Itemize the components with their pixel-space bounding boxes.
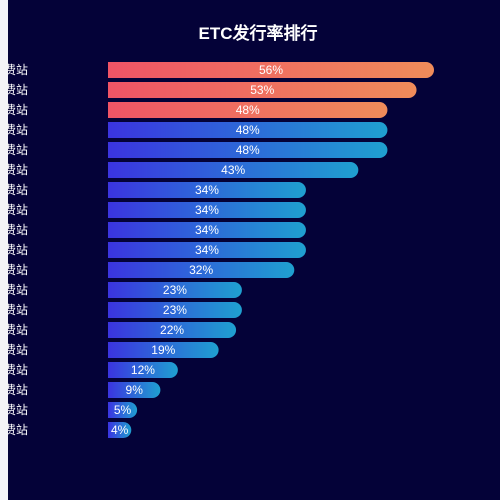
value-label: 48% xyxy=(236,143,260,157)
value-label: 19% xyxy=(151,343,175,357)
bar xyxy=(108,282,242,298)
category-label: 费站 xyxy=(8,143,28,157)
bar xyxy=(108,102,388,118)
value-label: 5% xyxy=(114,403,132,417)
bar xyxy=(108,342,219,358)
category-label: 费站收费站 xyxy=(8,283,28,297)
bars-layer: 费站 56% 费站 53% 费站 48% 费站 48% 费站 48% 费站 43% 费站 34% 费站 34%… xyxy=(8,62,434,438)
category-label: 费站 xyxy=(8,243,28,257)
chart-panel: ETC发行率排行 费站 56% 费站 53% 费站 48% 费站 48% 费站 48% 费站 43% 费… xyxy=(8,0,500,500)
value-label: 34% xyxy=(195,203,219,217)
value-label: 48% xyxy=(236,103,260,117)
bar xyxy=(108,122,388,138)
category-label: 费站收费站 xyxy=(8,323,28,337)
value-label: 34% xyxy=(195,183,219,197)
chart-title: ETC发行率排行 xyxy=(199,23,318,43)
category-label: 费站 xyxy=(8,363,28,377)
value-label: 23% xyxy=(163,303,187,317)
category-label: 费站 xyxy=(8,123,28,137)
bar xyxy=(108,142,388,158)
bar xyxy=(108,162,359,178)
value-label: 22% xyxy=(160,323,184,337)
category-label: 费站 xyxy=(8,83,28,97)
category-label: 费站 xyxy=(8,63,28,77)
value-label: 4% xyxy=(111,423,129,437)
bar-chart: ETC发行率排行 费站 56%费站 53%费站 48%费站 48%费站 48%费站 43%费… xyxy=(8,23,434,438)
value-label: 32% xyxy=(189,263,213,277)
bar xyxy=(108,322,237,338)
bar xyxy=(108,402,138,418)
value-label: 53% xyxy=(250,83,274,97)
category-label: 费站 xyxy=(8,383,28,397)
bar xyxy=(108,222,306,238)
value-label: 12% xyxy=(131,363,155,377)
category-label: 费站 xyxy=(8,403,28,417)
value-label: 34% xyxy=(195,243,219,257)
value-label: 34% xyxy=(195,223,219,237)
bar xyxy=(108,422,132,438)
bar xyxy=(108,362,178,378)
value-label: 48% xyxy=(236,123,260,137)
value-label: 9% xyxy=(126,383,144,397)
bar xyxy=(108,62,434,78)
bar xyxy=(108,302,242,318)
value-label: 43% xyxy=(221,163,245,177)
category-label: 费站 xyxy=(8,343,28,357)
category-label: 费站 xyxy=(8,303,28,317)
category-label: 费站 xyxy=(8,183,28,197)
bar xyxy=(108,262,295,278)
category-label: 费站 xyxy=(8,163,28,177)
bar xyxy=(108,202,306,218)
category-label: 费站 xyxy=(8,263,28,277)
bar xyxy=(108,382,161,398)
category-label: 费站 xyxy=(8,203,28,217)
category-label: 费站 xyxy=(8,223,28,237)
category-label: 费站 xyxy=(8,423,28,437)
bar xyxy=(108,242,306,258)
bar xyxy=(108,82,417,98)
category-label: 费站 xyxy=(8,103,28,117)
value-label: 23% xyxy=(163,283,187,297)
value-label: 56% xyxy=(259,63,283,77)
bar xyxy=(108,182,306,198)
